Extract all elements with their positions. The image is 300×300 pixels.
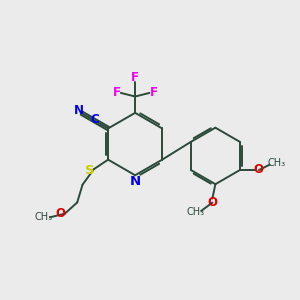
Text: F: F bbox=[113, 86, 121, 99]
Text: F: F bbox=[131, 71, 139, 84]
Text: CH₃: CH₃ bbox=[34, 212, 52, 222]
Text: C: C bbox=[90, 113, 99, 127]
Text: N: N bbox=[74, 104, 84, 117]
Text: O: O bbox=[207, 196, 218, 209]
Text: S: S bbox=[85, 164, 94, 177]
Text: CH₃: CH₃ bbox=[267, 158, 285, 168]
Text: O: O bbox=[254, 163, 264, 176]
Text: F: F bbox=[150, 86, 158, 99]
Text: O: O bbox=[55, 207, 65, 220]
Text: N: N bbox=[130, 175, 141, 188]
Text: CH₃: CH₃ bbox=[186, 207, 204, 218]
